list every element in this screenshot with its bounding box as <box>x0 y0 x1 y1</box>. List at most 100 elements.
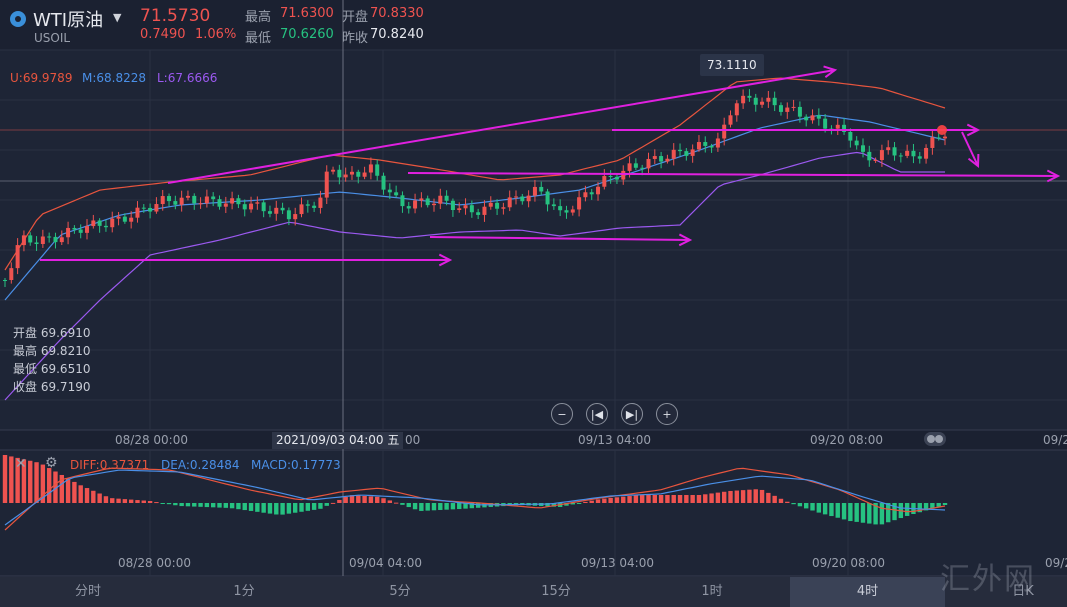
macd-histogram-bar <box>229 503 235 509</box>
candle-body <box>627 163 632 171</box>
time-axis-label: 09/20 08:00 <box>810 433 883 447</box>
macd-histogram-bar <box>2 455 8 503</box>
macd-histogram-bar <box>860 503 866 523</box>
last-price: 71.5730 <box>140 6 211 26</box>
macd-histogram-bar <box>759 489 765 503</box>
macd-histogram-bar <box>627 496 632 503</box>
down-arrow <box>961 131 979 167</box>
macd-legend-item: MACD:0.17773 <box>251 458 341 472</box>
symbol-name[interactable]: WTI原油 <box>33 10 104 31</box>
candle-body <box>299 204 304 215</box>
candle-body <box>419 198 424 201</box>
zoom-in-icon[interactable]: + <box>656 403 678 425</box>
high-value: 69.8210 <box>40 344 91 358</box>
stat-value: 70.8240 <box>370 27 424 42</box>
macd-histogram-bar <box>816 503 822 513</box>
candle-body <box>249 203 254 210</box>
close-indicator-icon[interactable]: ✕ <box>15 456 27 472</box>
high-label: 最高 <box>13 344 38 358</box>
macd-histogram-bar <box>469 503 475 509</box>
tab-1分[interactable]: 1分 <box>233 584 255 599</box>
macd-histogram-bar <box>147 501 153 503</box>
stat-label: 开盘 <box>342 10 369 25</box>
candle-body <box>381 175 386 190</box>
candle-body <box>583 192 588 198</box>
macd-histogram-bar <box>173 503 178 506</box>
candle-body <box>362 172 367 177</box>
tab-分时[interactable]: 分时 <box>74 584 101 599</box>
macd-histogram-bar <box>766 492 771 503</box>
candle-body <box>97 220 102 226</box>
candle-body <box>835 124 840 129</box>
low-label: 最低 <box>13 362 38 376</box>
boll-legend-item: M:68.8228 <box>82 71 147 85</box>
macd-histogram-bar <box>280 503 285 515</box>
candle-body <box>867 151 872 161</box>
support-arrow-2 <box>429 236 691 241</box>
next-icon[interactable]: ▶| <box>621 403 643 425</box>
macd-histogram-bar <box>608 497 613 503</box>
candle-body <box>690 149 695 156</box>
macd-histogram-bar <box>293 503 298 513</box>
macd-histogram-bar <box>646 495 651 503</box>
macd-histogram-bar <box>583 501 588 503</box>
candle-body <box>255 202 260 204</box>
candle-body <box>3 280 7 281</box>
candle-body <box>943 136 947 139</box>
candle-body <box>129 217 134 222</box>
candle-body <box>85 226 90 233</box>
macd-histogram-bar <box>217 503 222 508</box>
candle-body <box>936 137 941 139</box>
support-arrow-2-head <box>678 233 693 247</box>
candle-body <box>91 220 96 227</box>
macd-histogram-bar <box>337 499 342 503</box>
candle-body <box>78 229 83 233</box>
macd-histogram-bar <box>639 495 645 503</box>
toggle-pill-icon[interactable] <box>924 432 946 446</box>
macd-histogram-bar <box>78 485 83 503</box>
candle-body <box>267 211 272 214</box>
macd-histogram-bar <box>450 503 456 510</box>
candle-body <box>198 203 203 205</box>
tab-1时[interactable]: 1时 <box>701 584 723 599</box>
macd-histogram-bar <box>116 498 121 503</box>
macd-histogram-bar <box>128 499 134 503</box>
tab-4时[interactable]: 4时 <box>790 577 945 607</box>
macd-histogram-bar <box>72 481 77 503</box>
tab-5分[interactable]: 5分 <box>389 584 411 599</box>
tab-日K[interactable]: 日K <box>1012 584 1034 599</box>
macd-histogram-bar <box>400 503 405 505</box>
candle-body <box>72 227 77 230</box>
candle-body <box>236 198 241 205</box>
macd-histogram-bar <box>349 495 355 503</box>
candle-body <box>116 216 121 219</box>
macd-histogram-bar <box>829 503 834 517</box>
candle-body <box>28 235 33 243</box>
candle-body <box>728 115 733 125</box>
macd-histogram-bar <box>15 457 20 503</box>
macd-histogram-bar <box>614 497 620 503</box>
macd-histogram-bar <box>589 500 594 503</box>
macd-histogram-bar <box>40 464 46 503</box>
prev-icon[interactable]: |◀ <box>586 403 608 425</box>
macd-histogram-bar <box>324 503 329 506</box>
support-arrow-1-head <box>438 253 453 267</box>
candle-body <box>469 205 474 213</box>
macd-histogram-bar <box>715 492 721 503</box>
tab-15分[interactable]: 15分 <box>541 584 571 599</box>
candle-body <box>608 176 613 178</box>
candle-body <box>59 237 64 243</box>
candle-body <box>633 163 638 168</box>
candle-body <box>53 236 58 243</box>
macd-histogram-bar <box>393 502 399 504</box>
zoom-out-icon[interactable]: − <box>551 403 573 425</box>
macd-histogram-bar <box>141 500 146 503</box>
macd-histogram-bar <box>835 503 840 518</box>
candle-body <box>665 158 670 162</box>
candle-body <box>223 203 228 207</box>
gear-icon[interactable]: ⚙ <box>45 455 58 471</box>
symbol-dropdown-icon[interactable]: ▼ <box>113 11 122 24</box>
macd-histogram-bar <box>930 503 935 509</box>
resistance-arrow-head <box>966 123 981 137</box>
